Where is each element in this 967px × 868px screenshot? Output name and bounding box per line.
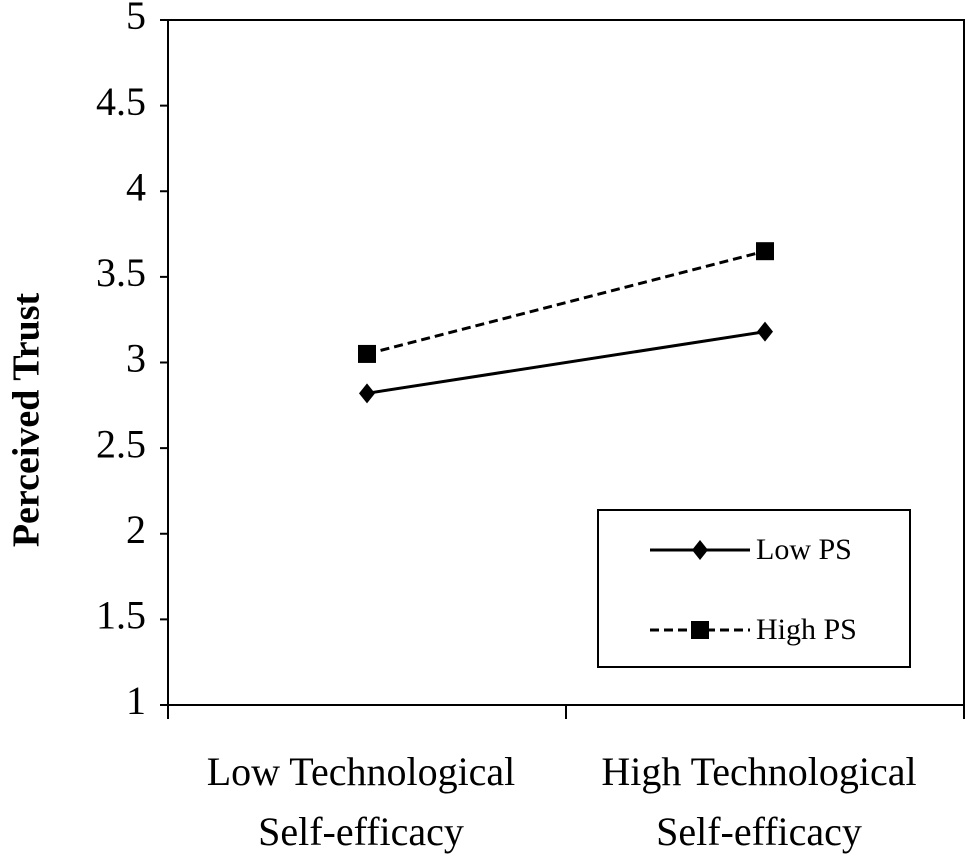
y-tick-label: 4 — [126, 164, 146, 209]
y-axis-label: Perceived Trust — [6, 292, 48, 547]
marker — [359, 383, 375, 404]
y-tick-label: 2.5 — [96, 421, 146, 466]
marker — [757, 321, 773, 342]
y-tick-label: 2 — [126, 507, 146, 552]
x-tick-label: Low Technological Self-efficacy — [206, 749, 516, 854]
y-tick-label: 1 — [126, 678, 146, 723]
legend-box — [597, 509, 911, 668]
series-line — [366, 249, 766, 356]
x-tick-label: High Technological Self-efficacy — [601, 749, 917, 854]
y-tick-label: 3 — [126, 336, 146, 381]
legend-marker — [692, 540, 708, 560]
y-tick-label: 3.5 — [96, 250, 146, 295]
marker — [358, 344, 376, 363]
marker — [756, 242, 774, 261]
y-tick-label: 5 — [126, 0, 146, 38]
y-tick-label: 4.5 — [96, 79, 146, 124]
y-tick-label: 1.5 — [96, 593, 146, 638]
legend: Low PS High PS — [597, 509, 911, 668]
series-line — [366, 330, 766, 395]
legend-label: High PS — [756, 613, 857, 646]
legend-label: Low PS — [756, 533, 852, 566]
legend-marker — [691, 621, 709, 639]
